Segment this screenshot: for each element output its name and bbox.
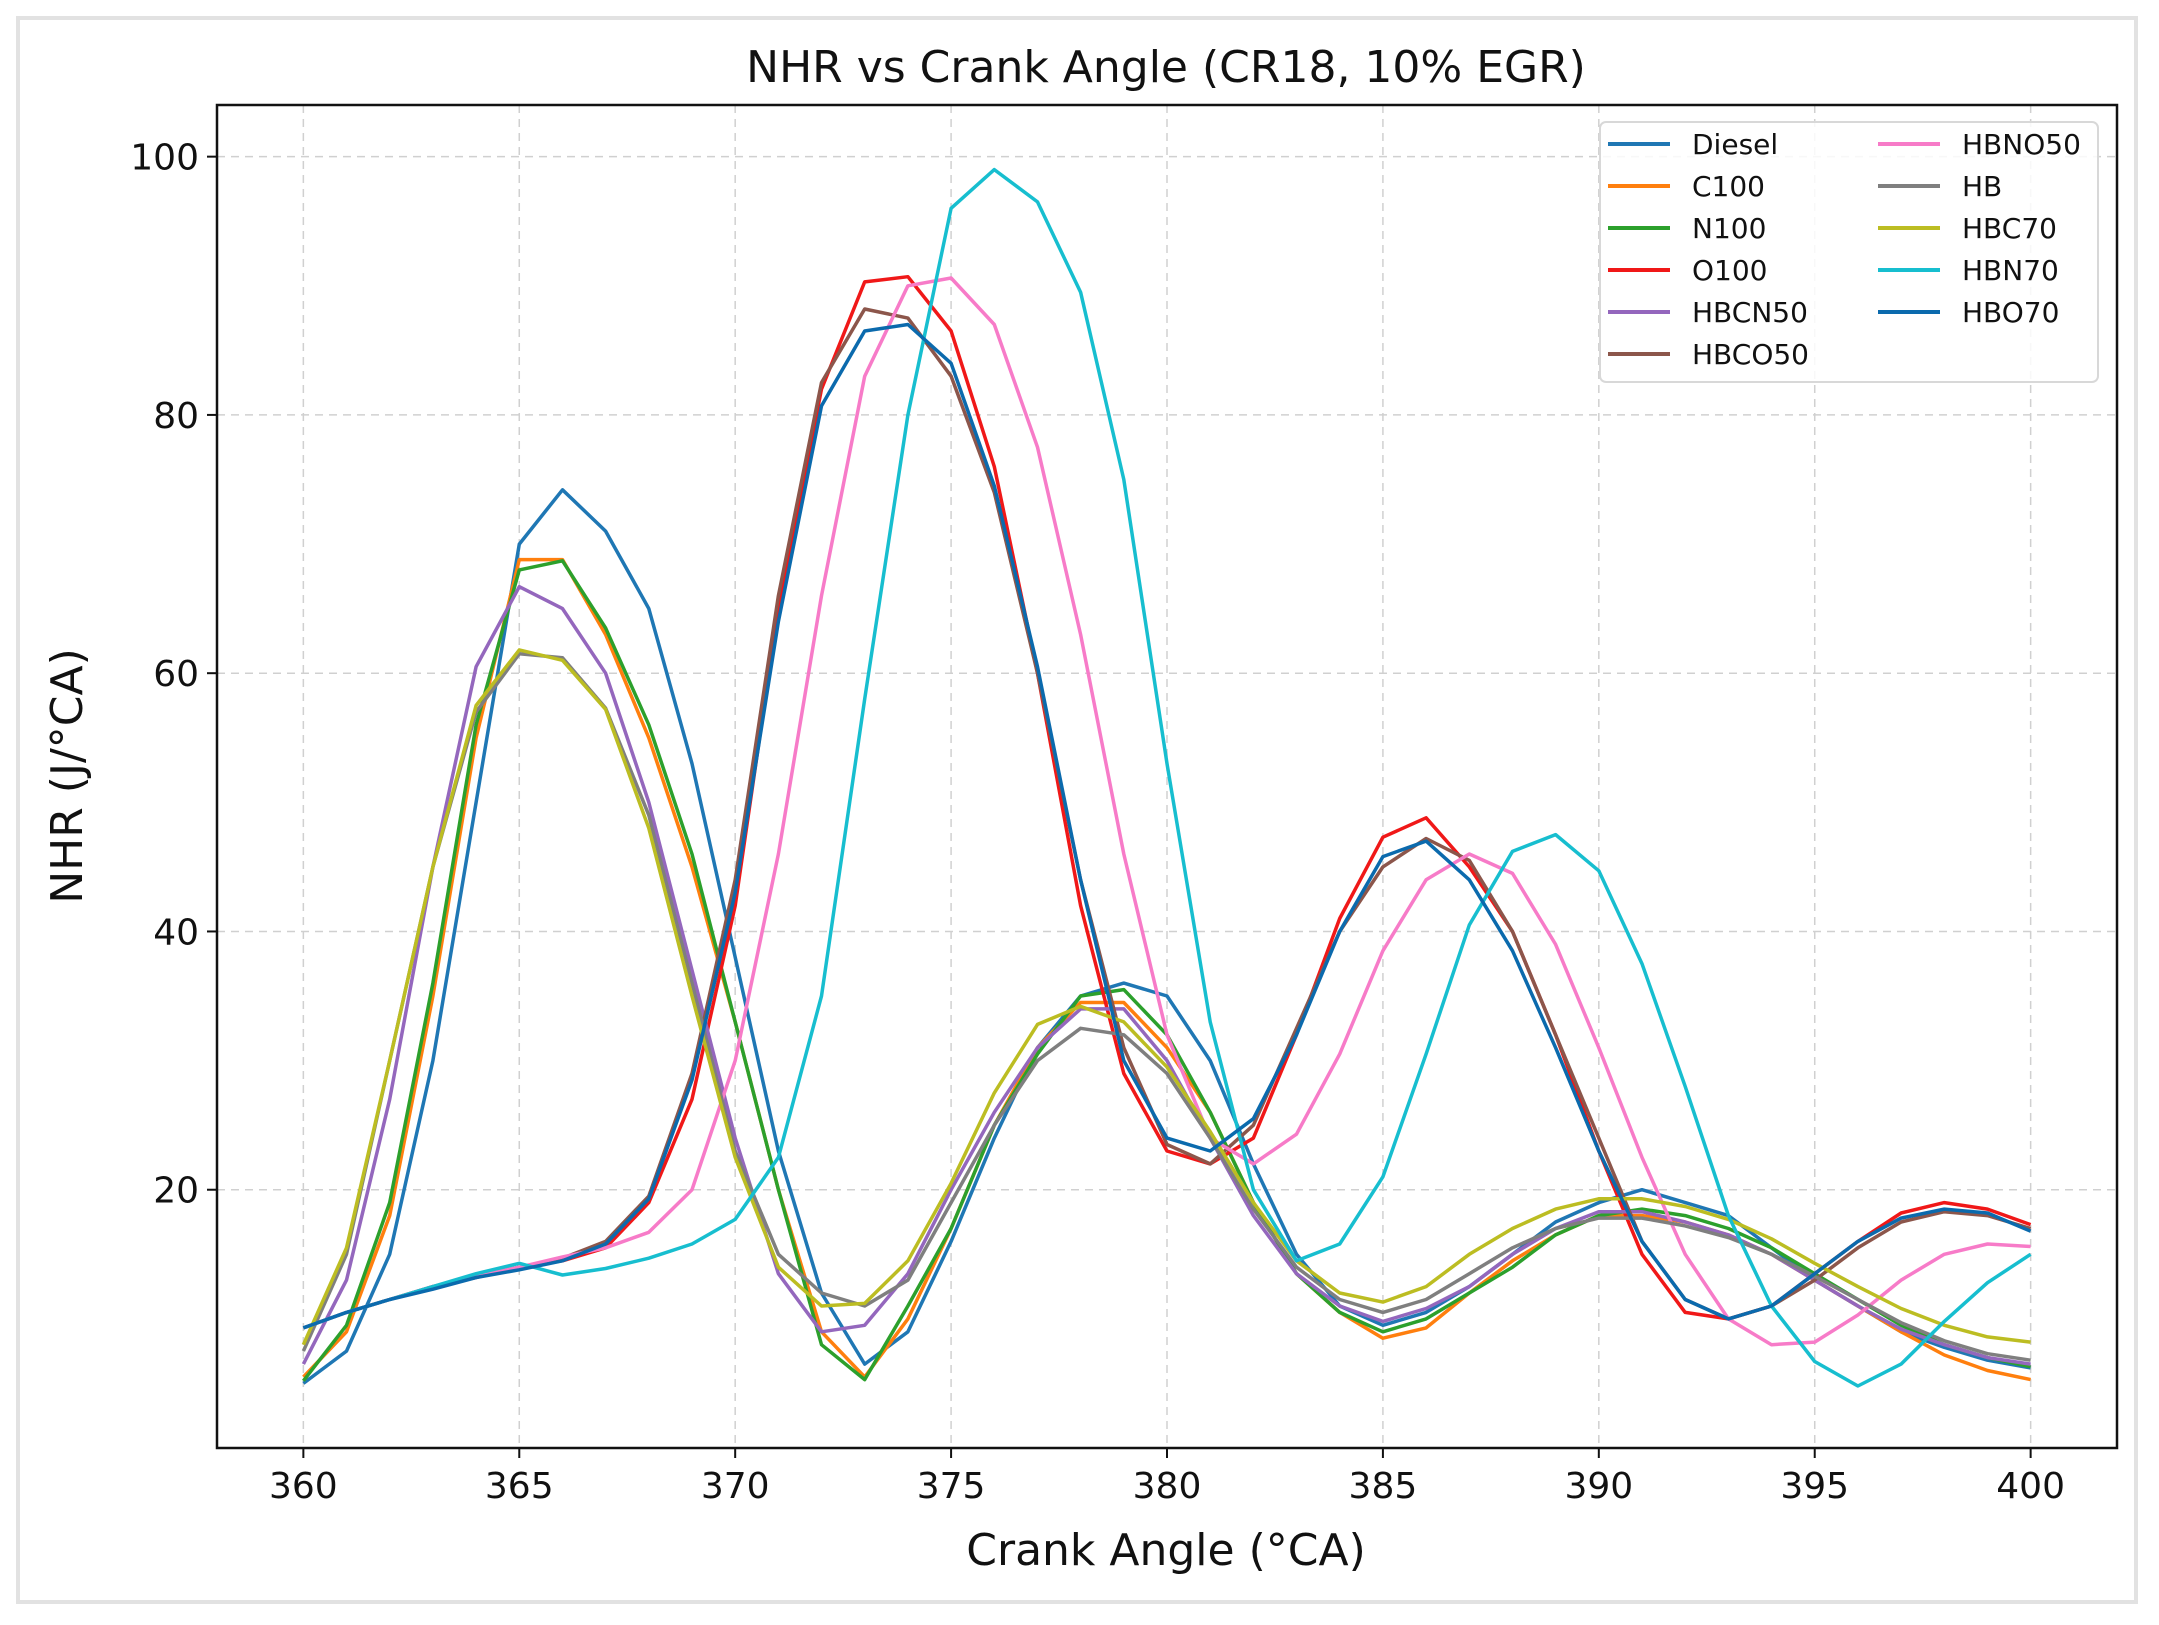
y-axis-label: NHR (J/°CA): [42, 648, 93, 904]
chart-title: NHR vs Crank Angle (CR18, 10% EGR): [746, 42, 1586, 93]
legend-label: HBCN50: [1692, 296, 1808, 329]
y-tick-label: 60: [153, 654, 199, 695]
x-tick-label: 370: [701, 1466, 770, 1507]
legend-label: HB: [1962, 170, 2002, 203]
legend-label: HBO70: [1962, 296, 2059, 329]
x-axis-label: Crank Angle (°CA): [966, 1525, 1365, 1576]
x-tick-label: 385: [1349, 1466, 1418, 1507]
series-line-hbc70: [301, 648, 2031, 1346]
legend-label: HBCO50: [1692, 338, 1809, 371]
legend-label: HBN70: [1962, 254, 2059, 287]
series-line-hbn70: [302, 167, 2032, 1388]
series-lines: [301, 167, 2032, 1388]
x-tick-label: 395: [1780, 1466, 1849, 1507]
legend-label: O100: [1692, 254, 1767, 287]
series-line-hbo70: [302, 322, 2032, 1330]
legend-label: Diesel: [1692, 128, 1778, 161]
y-tick-label: 20: [153, 1171, 199, 1212]
figure-frame: [16, 16, 2138, 1604]
x-tick-label: 400: [1996, 1466, 2065, 1507]
y-tick-label: 80: [153, 396, 199, 437]
legend-label: N100: [1692, 212, 1766, 245]
y-tick-label: 100: [130, 138, 199, 179]
legend-label: HBC70: [1962, 212, 2057, 245]
legend-label: C100: [1692, 170, 1765, 203]
x-tick-label: 365: [485, 1466, 554, 1507]
x-tick-label: 375: [917, 1466, 986, 1507]
axis-ticks: 360 365 370 375 380 385 390 395 400 20 40 60 80 100: [130, 138, 2065, 1507]
legend-label: HBNO50: [1962, 128, 2081, 161]
x-tick-label: 390: [1564, 1466, 1633, 1507]
y-tick-label: 40: [153, 912, 199, 953]
x-tick-label: 360: [269, 1466, 338, 1507]
x-tick-label: 380: [1133, 1466, 1202, 1507]
legend: Diesel C100 N100 O100 HBCN50 HBCO50 HBNO50 HB HB…: [1599, 121, 2099, 383]
legend-box: [1599, 121, 2099, 383]
